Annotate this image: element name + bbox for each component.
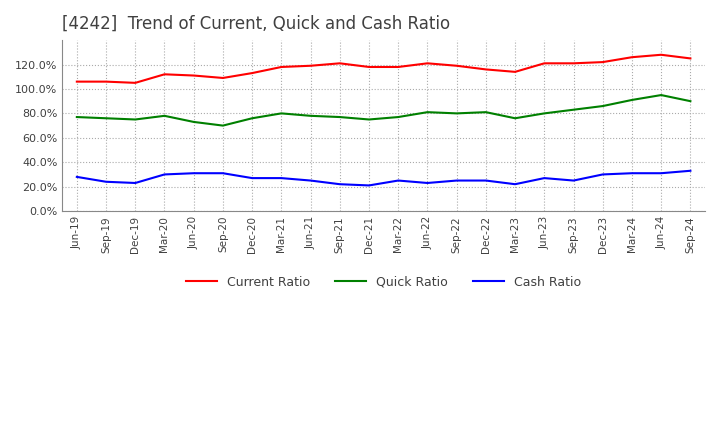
Current Ratio [160, 72, 168, 77]
Cash Ratio [160, 172, 168, 177]
Current Ratio [248, 70, 256, 76]
Cash Ratio [598, 172, 607, 177]
Cash Ratio [394, 178, 402, 183]
Quick Ratio [452, 111, 461, 116]
Cash Ratio [657, 171, 665, 176]
Quick Ratio [628, 97, 636, 103]
Cash Ratio [540, 176, 549, 181]
Quick Ratio [540, 111, 549, 116]
Current Ratio [277, 64, 286, 70]
Cash Ratio [219, 171, 228, 176]
Current Ratio [423, 61, 432, 66]
Cash Ratio [336, 182, 344, 187]
Current Ratio [102, 79, 110, 84]
Quick Ratio [73, 114, 81, 120]
Current Ratio [394, 64, 402, 70]
Quick Ratio [189, 119, 198, 125]
Quick Ratio [394, 114, 402, 120]
Cash Ratio [102, 179, 110, 184]
Cash Ratio [628, 171, 636, 176]
Cash Ratio [189, 171, 198, 176]
Cash Ratio [510, 182, 519, 187]
Text: [4242]  Trend of Current, Quick and Cash Ratio: [4242] Trend of Current, Quick and Cash … [62, 15, 451, 33]
Quick Ratio [306, 113, 315, 118]
Quick Ratio [598, 103, 607, 109]
Quick Ratio [482, 110, 490, 115]
Cash Ratio [131, 180, 140, 186]
Current Ratio [73, 79, 81, 84]
Current Ratio [306, 63, 315, 68]
Current Ratio [365, 64, 374, 70]
Legend: Current Ratio, Quick Ratio, Cash Ratio: Current Ratio, Quick Ratio, Cash Ratio [181, 271, 587, 294]
Quick Ratio [423, 110, 432, 115]
Current Ratio [628, 55, 636, 60]
Cash Ratio [570, 178, 578, 183]
Quick Ratio [365, 117, 374, 122]
Current Ratio [570, 61, 578, 66]
Current Ratio [131, 80, 140, 85]
Cash Ratio [482, 178, 490, 183]
Cash Ratio [306, 178, 315, 183]
Quick Ratio [102, 116, 110, 121]
Line: Current Ratio: Current Ratio [77, 55, 690, 83]
Quick Ratio [336, 114, 344, 120]
Current Ratio [540, 61, 549, 66]
Cash Ratio [423, 180, 432, 186]
Cash Ratio [277, 176, 286, 181]
Current Ratio [510, 69, 519, 74]
Cash Ratio [452, 178, 461, 183]
Cash Ratio [248, 176, 256, 181]
Current Ratio [336, 61, 344, 66]
Current Ratio [219, 75, 228, 81]
Quick Ratio [510, 116, 519, 121]
Current Ratio [598, 59, 607, 65]
Quick Ratio [131, 117, 140, 122]
Quick Ratio [219, 123, 228, 128]
Line: Quick Ratio: Quick Ratio [77, 95, 690, 125]
Current Ratio [657, 52, 665, 57]
Quick Ratio [686, 99, 695, 104]
Current Ratio [452, 63, 461, 68]
Cash Ratio [365, 183, 374, 188]
Cash Ratio [73, 174, 81, 180]
Current Ratio [482, 67, 490, 72]
Current Ratio [686, 56, 695, 61]
Quick Ratio [277, 111, 286, 116]
Current Ratio [189, 73, 198, 78]
Quick Ratio [570, 107, 578, 112]
Quick Ratio [160, 113, 168, 118]
Quick Ratio [657, 92, 665, 98]
Line: Cash Ratio: Cash Ratio [77, 171, 690, 185]
Quick Ratio [248, 116, 256, 121]
Cash Ratio [686, 168, 695, 173]
